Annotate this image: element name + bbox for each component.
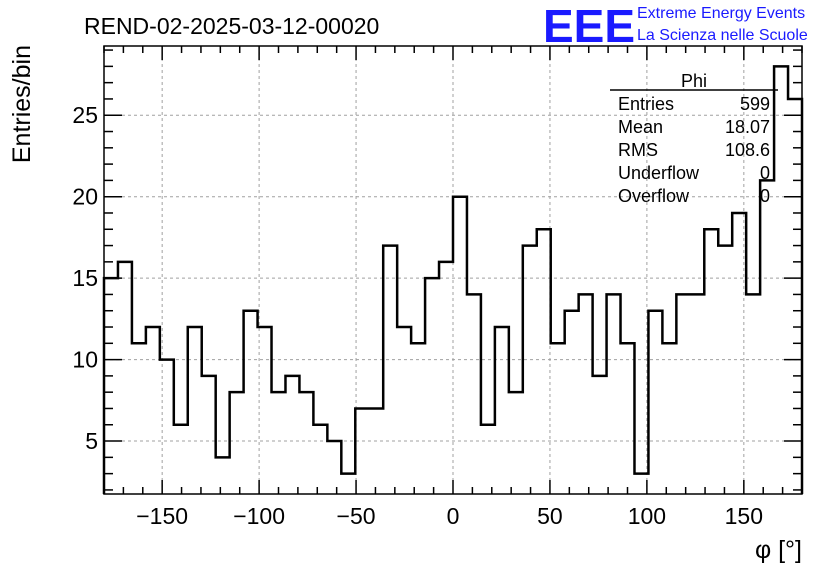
stats-label: Overflow (618, 186, 690, 206)
y-tick-label: 5 (85, 428, 98, 454)
eee-logo: EEE (543, 0, 635, 52)
stats-label: Underflow (618, 163, 700, 183)
histogram-bin (202, 376, 216, 494)
stats-value: 0 (760, 163, 770, 183)
y-tick-label: 25 (72, 102, 98, 128)
histogram-bin (439, 262, 453, 494)
histogram-bin (774, 66, 788, 494)
histogram-bin (397, 327, 411, 494)
stats-title: Phi (681, 71, 707, 91)
stats-value: 108.6 (725, 140, 770, 160)
histogram-bin (425, 278, 439, 494)
histogram-bin (132, 343, 146, 494)
grid-lines (104, 46, 802, 494)
histogram-bin (230, 392, 244, 494)
histogram-bin (648, 311, 662, 494)
x-tick-label: −150 (136, 503, 188, 529)
histogram-bin (369, 408, 383, 494)
x-axis-title: φ [°] (755, 536, 802, 564)
histogram-bin (453, 197, 467, 494)
histogram-bin (607, 294, 621, 494)
stats-label: Mean (618, 117, 663, 137)
histogram-bin (746, 294, 760, 494)
histogram-bin (411, 343, 425, 494)
y-tick-label: 20 (72, 184, 98, 210)
histogram-bin (579, 294, 593, 494)
x-tick-label: 150 (725, 503, 763, 529)
stats-label: Entries (618, 94, 674, 114)
stats-value: 0 (760, 186, 770, 206)
histogram-bin (788, 99, 802, 494)
stats-value: 18.07 (725, 117, 770, 137)
histogram-bin (244, 311, 258, 494)
histogram-bin (299, 392, 313, 494)
logo-line-2: La Scienza nelle Scuole (637, 27, 808, 44)
histogram-bin (355, 408, 369, 494)
histogram-bin (341, 474, 355, 494)
histogram-bin (258, 327, 272, 494)
histogram-bin (118, 262, 132, 494)
histogram-bin (146, 327, 160, 494)
y-tick-label: 15 (72, 265, 98, 291)
y-axis-title: Entries/bin (8, 45, 36, 163)
chart-title: REND-02-2025-03-12-00020 (84, 13, 379, 39)
histogram-bin (704, 229, 718, 494)
histogram-bin (174, 425, 188, 494)
x-tick-label: 50 (537, 503, 563, 529)
histogram-bin (565, 311, 579, 494)
histogram-bin (690, 294, 704, 494)
histogram-bin (523, 246, 537, 494)
histogram-bin (188, 327, 202, 494)
stats-value: 599 (740, 94, 770, 114)
histogram-bin (467, 294, 481, 494)
stats-label: RMS (618, 140, 658, 160)
histogram-bin (593, 376, 607, 494)
histogram-bin (481, 425, 495, 494)
stats-box: Phi Entries 599 Mean 18.07 RMS 108.6 Underflow… (610, 71, 778, 206)
histogram-bin (327, 441, 341, 494)
histogram-bin (272, 392, 286, 494)
x-tick-label: −50 (337, 503, 376, 529)
x-tick-label: 100 (628, 503, 666, 529)
histogram-bin (718, 246, 732, 494)
x-tick-label: 0 (447, 503, 460, 529)
histogram-bin (760, 180, 774, 494)
histogram-bin (662, 343, 676, 494)
histogram-bin (537, 229, 551, 494)
x-tick-label: −100 (233, 503, 285, 529)
histogram-bin (621, 343, 635, 494)
logo-line-1: Extreme Energy Events (637, 5, 805, 22)
histogram-bin (509, 392, 523, 494)
histogram-bin (285, 376, 299, 494)
y-tick-label: 10 (72, 347, 98, 373)
y-axis: 5 10 15 20 25 (72, 49, 802, 491)
histogram-bin (313, 425, 327, 494)
histogram-bin (495, 327, 509, 494)
histogram-outline (102, 65, 804, 494)
histogram-bin (383, 246, 397, 494)
histogram-bin (551, 343, 565, 494)
x-axis: −150 −100 −50 0 50 100 150 (103, 46, 803, 529)
histogram-bin (676, 294, 690, 494)
histogram-bin (216, 457, 230, 494)
